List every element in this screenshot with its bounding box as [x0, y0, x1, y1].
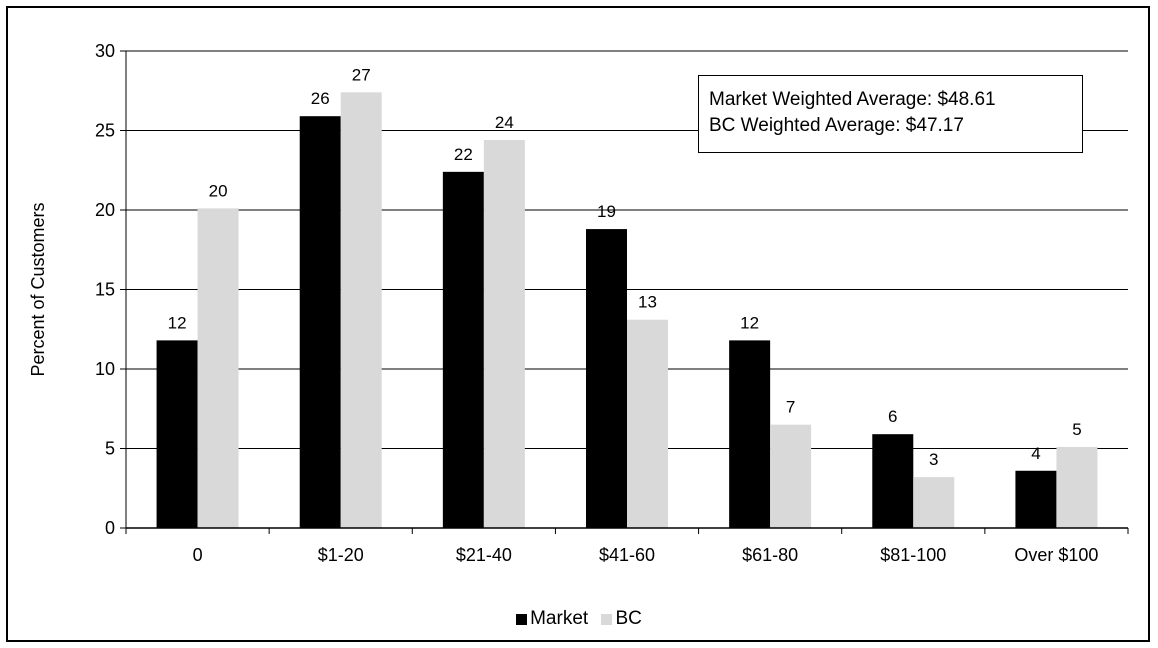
- bar-market: [442, 171, 484, 528]
- data-label-market: 26: [311, 89, 330, 108]
- data-label-bc: 5: [1072, 420, 1081, 439]
- data-label-bc: 3: [929, 450, 938, 469]
- data-label-bc: 13: [638, 293, 657, 312]
- bar-market: [1015, 470, 1057, 528]
- bar-market: [156, 340, 198, 528]
- bar-bc: [1056, 446, 1098, 528]
- legend-swatch-market: [516, 613, 528, 625]
- legend-swatch-bc: [601, 613, 613, 625]
- y-tick-label: 20: [95, 200, 115, 220]
- y-axis-title: Percent of Customers: [28, 202, 48, 376]
- legend-label-market: Market: [530, 608, 589, 629]
- x-tick-label: 0: [193, 545, 203, 565]
- legend-label-bc: BC: [615, 608, 642, 629]
- y-tick-label: 15: [95, 280, 115, 300]
- chart-legend: Market BC: [0, 608, 1158, 631]
- y-tick-label: 5: [105, 439, 115, 459]
- bar-bc: [483, 140, 525, 529]
- data-label-bc: 7: [786, 398, 795, 417]
- bar-bc: [340, 92, 382, 528]
- bar-market: [729, 340, 771, 528]
- bc-weighted-average-text: BC Weighted Average: $47.17: [709, 115, 964, 136]
- data-label-market: 12: [740, 313, 759, 332]
- data-label-market: 19: [597, 202, 616, 221]
- x-tick-label: $41-60: [599, 545, 655, 565]
- bar-market: [299, 116, 341, 528]
- data-label-market: 12: [168, 313, 187, 332]
- x-tick-label: Over $100: [1014, 545, 1098, 565]
- data-label-market: 22: [454, 145, 473, 164]
- y-tick-label: 25: [95, 121, 115, 141]
- data-label-market: 6: [888, 407, 897, 426]
- x-tick-label: $21-40: [456, 545, 512, 565]
- x-tick-label: $61-80: [742, 545, 798, 565]
- bar-bc: [627, 319, 668, 528]
- data-label-bc: 24: [495, 113, 514, 132]
- market-weighted-average-text: Market Weighted Average: $48.61: [709, 89, 996, 110]
- legend-item-market: Market: [516, 608, 588, 630]
- weighted-average-annotation: Market Weighted Average: $48.61 BC Weigh…: [698, 75, 1083, 153]
- bar-bc: [197, 208, 239, 528]
- y-tick-label: 0: [105, 518, 115, 538]
- x-tick-label: $81-100: [880, 545, 946, 565]
- legend-item-bc: BC: [601, 608, 642, 630]
- bar-bc: [913, 477, 955, 528]
- bar-market: [586, 229, 627, 528]
- data-label-bc: 27: [352, 65, 371, 84]
- bar-bc: [770, 424, 812, 528]
- y-tick-label: 10: [95, 359, 115, 379]
- x-tick-label: $1-20: [318, 545, 364, 565]
- data-label-bc: 20: [209, 181, 228, 200]
- y-tick-label: 30: [95, 41, 115, 61]
- data-label-market: 4: [1031, 444, 1040, 463]
- bar-market: [872, 434, 914, 528]
